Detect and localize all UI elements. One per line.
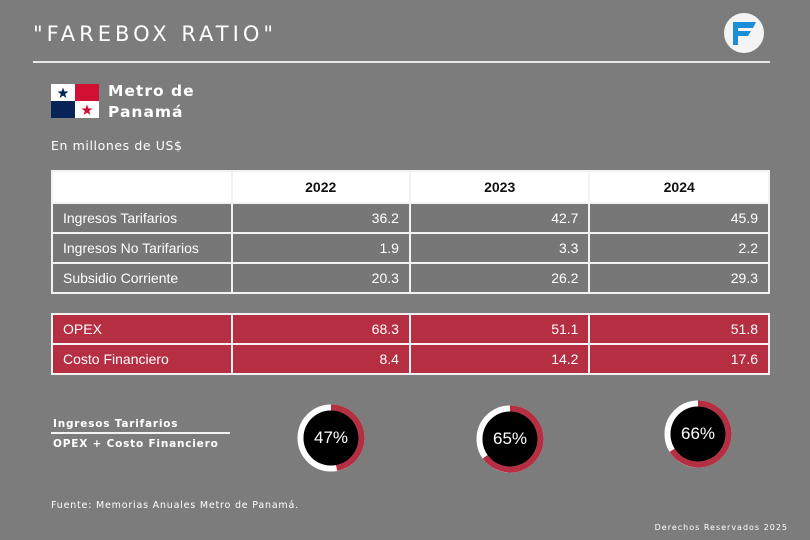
row-label: Ingresos No Tarifarios: [51, 232, 233, 264]
cell-value: 42.7: [408, 202, 591, 234]
units-note: En millones de US$: [51, 138, 183, 153]
donut-arc: [476, 405, 544, 473]
table-row: Subsidio Corriente 20.3 26.2 29.3: [51, 262, 770, 294]
cost-table: OPEX 68.3 51.1 51.8 Costo Financiero 8.4…: [51, 313, 770, 375]
org-name-line2: Panamá: [108, 103, 184, 121]
ratio-numerator: Ingresos Tarifarios: [51, 418, 230, 434]
cell-value: 2.2: [588, 232, 770, 264]
cell-value: 51.8: [588, 313, 770, 345]
donut-arc: [297, 404, 365, 472]
donut-center: [670, 406, 726, 462]
cell-value: 29.3: [588, 262, 770, 294]
cell-value: 51.1: [408, 313, 591, 345]
cell-value: 8.4: [230, 343, 411, 375]
ratio-donut: 66%: [664, 400, 732, 468]
header-empty-cell: [51, 170, 233, 204]
ratio-donut: 65%: [476, 405, 544, 473]
row-label: Costo Financiero: [51, 343, 233, 375]
cell-value: 68.3: [230, 313, 411, 345]
row-label: Ingresos Tarifarios: [51, 202, 233, 234]
cell-value: 3.3: [408, 232, 591, 264]
cell-value: 45.9: [588, 202, 770, 234]
year-header: 2024: [588, 170, 770, 204]
table-row: OPEX 68.3 51.1 51.8: [51, 313, 770, 345]
ratio-formula: Ingresos Tarifarios OPEX + Costo Financi…: [51, 418, 230, 450]
cell-value: 26.2: [408, 262, 591, 294]
ratio-value: 47%: [313, 428, 349, 447]
source-note: Fuente: Memorias Anuales Metro de Panamá…: [51, 500, 299, 511]
year-header: 2022: [230, 170, 411, 204]
row-label: Subsidio Corriente: [51, 262, 233, 294]
cell-value: 17.6: [588, 343, 770, 375]
table-row: Ingresos No Tarifarios 1.9 3.3 2.2: [51, 232, 770, 264]
ratio-denominator: OPEX + Costo Financiero: [53, 438, 219, 450]
copyright-note: Derechos Reservados 2025: [654, 523, 788, 532]
table-row: Costo Financiero 8.4 14.2 17.6: [51, 343, 770, 375]
cell-value: 14.2: [408, 343, 591, 375]
income-table: 2022 2023 2024 Ingresos Tarifarios 36.2 …: [51, 170, 770, 294]
ratio-value: 65%: [492, 429, 528, 448]
f-logo-icon: [724, 13, 764, 53]
cell-value: 1.9: [230, 232, 411, 264]
row-label: OPEX: [51, 313, 233, 345]
donut-arc: [664, 400, 732, 468]
ratio-value: 66%: [680, 424, 716, 443]
cell-value: 20.3: [230, 262, 411, 294]
cell-value: 36.2: [230, 202, 411, 234]
title-divider: [33, 61, 770, 63]
page-title: "FAREBOX RATIO": [33, 22, 278, 46]
ratio-donut: 47%: [297, 404, 365, 472]
donut-center: [303, 410, 359, 466]
table-header-row: 2022 2023 2024: [51, 170, 770, 204]
table-row: Ingresos Tarifarios 36.2 42.7 45.9: [51, 202, 770, 234]
panama-flag-icon: [51, 84, 99, 118]
donut-center: [482, 411, 538, 467]
organization-name: Metro de Panamá: [108, 81, 195, 123]
year-header: 2023: [408, 170, 591, 204]
org-name-line1: Metro de: [108, 82, 195, 100]
